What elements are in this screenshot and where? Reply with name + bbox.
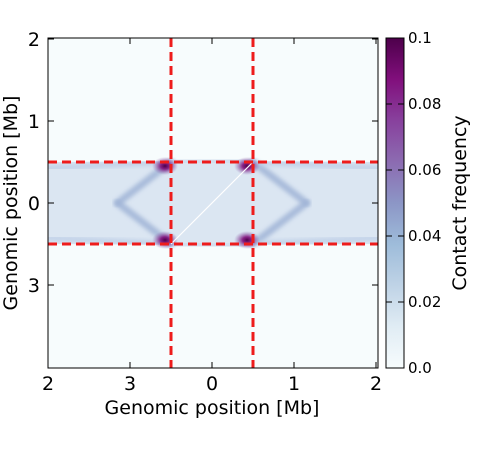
x-tick-label: 2 — [370, 373, 382, 395]
colorbar-tick-label: 0.08 — [408, 95, 441, 113]
y-tick-label: 0 — [28, 193, 40, 215]
colorbar-gradient — [385, 37, 405, 369]
colorbar-tick-label: 0.0 — [408, 359, 432, 377]
colorbar-label: Contact frequency — [449, 115, 471, 290]
colorbar-tick-label: 0.06 — [408, 161, 441, 179]
y-tick-label: 3 — [28, 275, 40, 297]
domain-band — [48, 162, 378, 244]
contact-hotspot — [152, 231, 178, 249]
colorbar-ticks: 0.0 0.02 0.04 0.06 0.08 0.1 — [386, 29, 441, 377]
heatmap-plot: 2 3 0 1 2 2 1 0 3 — [28, 29, 382, 395]
x-tick-label: 2 — [42, 373, 54, 395]
y-axis-ticks: 2 1 0 3 — [28, 29, 378, 297]
contact-stripe — [249, 199, 310, 248]
contact-stripe — [249, 158, 310, 207]
contact-hotspot — [234, 157, 260, 175]
colorbar-tick-label: 0.02 — [408, 293, 441, 311]
y-axis-label: Genomic position [Mb] — [0, 96, 22, 311]
colorbar-tick-label: 0.1 — [408, 29, 432, 47]
x-axis-label: Genomic position [Mb] — [105, 397, 320, 419]
x-tick-label: 3 — [124, 373, 136, 395]
y-tick-label: 2 — [28, 29, 40, 51]
y-tick-label: 1 — [28, 111, 40, 133]
contact-hotspot — [234, 231, 260, 249]
colorbar-tick-label: 0.04 — [408, 227, 441, 245]
colorbar: 0.0 0.02 0.04 0.06 0.08 0.1 Contact frequency — [385, 29, 471, 377]
contact-hotspot — [152, 157, 178, 175]
x-tick-label: 0 — [206, 373, 218, 395]
diagonal-line — [170, 161, 254, 245]
x-tick-label: 1 — [288, 373, 300, 395]
